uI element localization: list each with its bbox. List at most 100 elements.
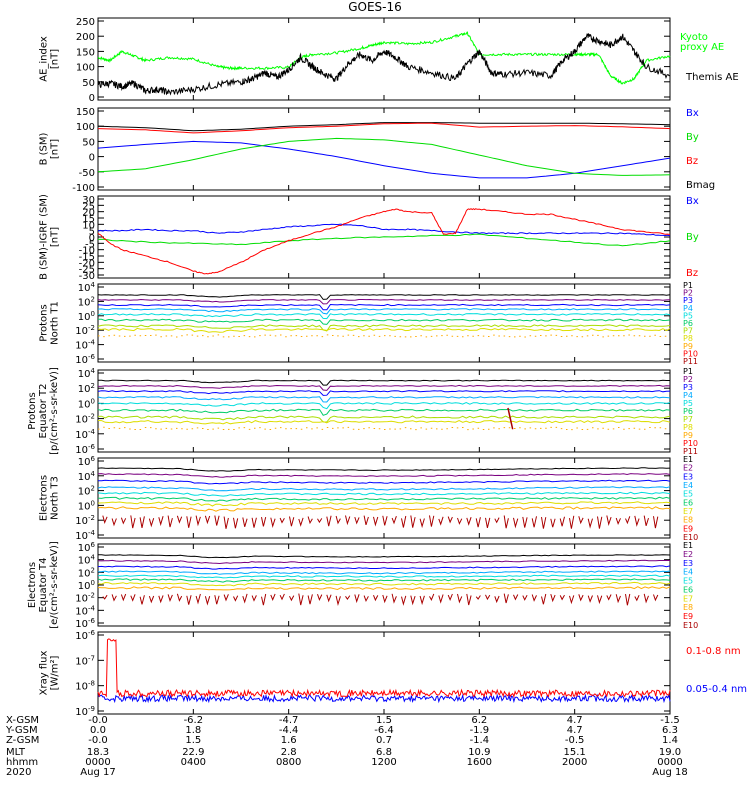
exponent: -4: [88, 604, 96, 612]
legend-e2: E2: [683, 464, 693, 473]
legend-p10: P10: [683, 349, 698, 358]
x-axis-value: 0000: [657, 757, 682, 768]
y-tick-label: 100: [78, 397, 95, 410]
series-protE-p7: [97, 415, 671, 423]
series-elecE-e6: [97, 578, 671, 583]
y-tick-label: 10: [82, 220, 95, 231]
series-xray-0-1-0-8-nm: [97, 638, 671, 699]
series-elecN-e2: [97, 473, 671, 478]
y-axis-label: North T3: [50, 476, 61, 520]
x-axis-value: 1.5: [185, 735, 201, 746]
legend-e7: E7: [683, 594, 693, 603]
x-axis-value: 0800: [276, 757, 301, 768]
exponent: 2: [91, 485, 95, 493]
y-tick-label: 0: [89, 233, 95, 244]
y-tick-label: 0: [89, 153, 95, 164]
legend-e2: E2: [683, 550, 693, 559]
y-axis-label: Xray flux: [39, 651, 50, 696]
legend-p1: P1: [683, 281, 693, 290]
y-tick-label: 250: [76, 17, 95, 28]
x-axis-value: 1.6: [281, 735, 297, 746]
y-axis-label: [nT]: [50, 227, 61, 247]
exponent: 4: [91, 554, 96, 562]
exponent: -2: [88, 324, 95, 332]
panel-frame: [97, 283, 671, 363]
series-bigrf-bx: [97, 223, 671, 237]
exponent: 6: [91, 541, 96, 549]
legend-p11: P11: [683, 357, 698, 366]
exponent: 4: [91, 367, 96, 375]
y-tick-label: 106: [78, 455, 96, 468]
x-axis-value: 0400: [181, 757, 206, 768]
y-tick-label: 30: [82, 195, 95, 206]
exponent: 0: [91, 579, 95, 587]
series-protN-p1: [97, 294, 671, 300]
y-axis-label: AE_index: [39, 36, 50, 82]
series-elecN-e3: [98, 479, 671, 485]
y-axis-label: B (SM)-IGRF (SM): [39, 194, 50, 280]
legend-p4: P4: [683, 304, 693, 313]
legend-e3: E3: [683, 559, 693, 568]
x-axis-value: -1.5: [660, 715, 680, 726]
series-ae-themis-ae: [97, 32, 671, 96]
y-tick-label: -20: [79, 258, 95, 269]
series-elecN-e9: [102, 515, 659, 529]
series-elecE-e4: [97, 570, 671, 575]
x-axis-row-label: Y-GSM: [5, 725, 38, 736]
x-axis-value: 1.4: [662, 735, 678, 746]
exponent: 0: [91, 499, 95, 507]
legend-0-05-0-4-nm: 0.05-0.4 nm: [686, 684, 747, 695]
exponent: -4: [88, 339, 96, 347]
exponent: -2: [88, 413, 95, 421]
legend-bx: Bx: [686, 108, 699, 119]
legend-p9: P9: [683, 342, 693, 351]
legend-kyoto: Kyoto: [680, 32, 708, 43]
series-protE-p2: [97, 384, 671, 391]
x-axis-row-label: hhmm: [6, 757, 38, 768]
series-bsm-bmag: [97, 122, 671, 132]
y-tick-label: 10-2: [75, 324, 95, 337]
x-axis-value: 0000: [85, 757, 110, 768]
x-axis-value: -1.4: [470, 735, 490, 746]
x-axis-value: 2000: [562, 757, 587, 768]
series-bsm-bz: [97, 122, 671, 134]
x-axis-value: 4.7: [567, 715, 583, 726]
series-elecE-e8: [97, 586, 671, 591]
exponent: -6: [88, 353, 96, 361]
legend-p5: P5: [683, 311, 693, 320]
series-elecE-e2: [97, 559, 670, 565]
legend-themis-ae: Themis AE: [685, 72, 739, 83]
y-axis-label: Electrons: [39, 475, 50, 521]
series-protN-p4: [97, 308, 671, 315]
y-tick-label: 100: [78, 579, 95, 592]
x-axis-value: 10.9: [468, 747, 490, 758]
legend-by: By: [686, 232, 699, 243]
x-axis-row-label: MLT: [6, 747, 26, 758]
exponent: -6: [88, 629, 96, 637]
series-xray-0-05-0-4-nm: [97, 693, 671, 704]
y-tick-label: 20: [82, 208, 95, 219]
legend-e6: E6: [683, 498, 693, 507]
y-tick-label: 100: [76, 63, 95, 74]
legend-e7: E7: [683, 507, 693, 516]
exponent: 4: [91, 470, 96, 478]
y-tick-label: 10-4: [75, 604, 95, 617]
exponent: -8: [88, 680, 95, 688]
legend-p6: P6: [683, 407, 693, 416]
exponent: -7: [88, 654, 95, 662]
series-elecN-e7: [97, 501, 671, 507]
spike-marker: [507, 407, 514, 430]
exponent: 4: [91, 281, 96, 289]
y-tick-label: 50: [82, 137, 95, 148]
x-axis-value: 0.0: [90, 725, 106, 736]
y-tick-label: 100: [78, 310, 95, 323]
x-axis-value: 1200: [371, 757, 396, 768]
x-axis-value: -0.0: [88, 735, 108, 746]
y-axis-label: Protons: [39, 304, 50, 341]
y-axis-label: North T1: [50, 301, 61, 345]
